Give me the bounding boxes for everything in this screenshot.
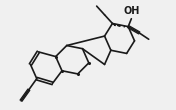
Text: OH: OH (124, 6, 140, 16)
